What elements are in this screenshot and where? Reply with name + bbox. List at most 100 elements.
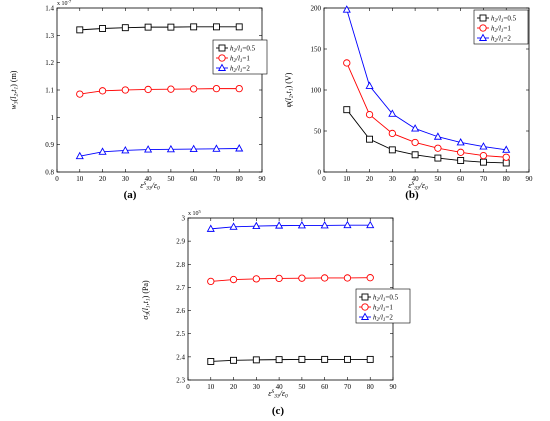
data-point-triangle: [275, 221, 284, 229]
data-point-square: [366, 355, 374, 363]
label-part: h: [230, 55, 234, 63]
y-tick-label: 2.8: [176, 261, 185, 269]
plot-frame: [56, 7, 263, 173]
label-part: 2: [234, 59, 237, 64]
label-part: h: [491, 25, 495, 33]
data-point-triangle: [252, 221, 261, 230]
label-part: /l: [496, 15, 501, 23]
y-tick-label: 1.2: [45, 59, 54, 67]
panel-label: (c): [272, 405, 285, 417]
data-point-square: [252, 356, 260, 364]
x-tick-label: 0: [322, 175, 326, 183]
x-tick-label: 10: [207, 383, 215, 391]
label-part: ,t: [9, 89, 18, 94]
data-point-triangle: [342, 5, 351, 13]
x-tick-label: 30: [253, 383, 261, 391]
label-part: =0.5: [385, 294, 398, 302]
data-point-triangle: [206, 224, 215, 232]
x-tick-label: 40: [276, 383, 284, 391]
x-tick-label: 40: [412, 175, 420, 183]
label-part: 1: [240, 69, 243, 74]
data-point-square: [411, 151, 419, 159]
label-part: 1: [240, 59, 243, 64]
data-point-triangle: [360, 312, 370, 320]
data-point-circle: [366, 274, 374, 282]
data-point-triangle: [366, 220, 375, 229]
data-point-circle: [365, 110, 374, 119]
data-point-circle: [361, 303, 369, 311]
data-point-circle: [121, 86, 129, 94]
series-line: [210, 277, 371, 282]
label-part: ε: [140, 181, 144, 190]
y-tick-label: 0.9: [45, 141, 54, 149]
data-point-square: [235, 23, 243, 31]
label-part: 33: [145, 186, 152, 192]
data-point-circle: [212, 84, 221, 93]
data-point-square: [343, 106, 351, 114]
data-point-square: [388, 146, 396, 154]
x-tick-label: 0: [186, 383, 190, 391]
data-point-square: [212, 23, 220, 31]
label-part: 1: [146, 298, 152, 301]
y-axis-label: w3(l2,t1) (m): [9, 70, 20, 109]
label-part: x 10: [57, 1, 68, 7]
data-point-triangle: [189, 144, 198, 152]
label-part: /l: [235, 55, 240, 63]
label-part: 2: [234, 49, 237, 54]
y-tick-label: 1.1: [45, 87, 54, 95]
x-tick-label: 60: [190, 175, 198, 183]
label-part: =0.5: [503, 15, 516, 23]
x-tick-label: 20: [366, 175, 374, 183]
y-tick-label: 2.6: [176, 307, 185, 315]
data-point-square: [76, 26, 84, 34]
chart-panel-2: 0 10 20 30 40 50 60 70 80 90050100150200h2/l1=0.5…: [284, 5, 533, 202]
label-part: 0: [425, 186, 428, 192]
label-part: /l: [378, 314, 383, 322]
label-part: ) (Pa): [141, 280, 150, 298]
series-line: [210, 224, 371, 230]
panel-label: (b): [405, 189, 419, 201]
label-part: 1: [383, 298, 386, 303]
label-part: (l: [284, 97, 293, 103]
data-point-square: [343, 355, 351, 363]
data-point-circle: [388, 129, 396, 138]
data-point-triangle: [433, 132, 442, 140]
x-tick-label: 20: [230, 383, 238, 391]
label-part: /l: [496, 35, 501, 43]
y-tick-label: 2.4: [176, 353, 185, 361]
data-point-circle: [190, 85, 198, 93]
data-point-circle: [457, 148, 465, 156]
series-line: [346, 62, 507, 158]
x-tick-label: 30: [122, 175, 130, 183]
label-part: 1: [14, 87, 20, 90]
x-tick-label: 90: [259, 175, 267, 183]
data-point-triangle: [343, 220, 352, 229]
data-point-triangle: [235, 144, 244, 152]
legend-entry: h2/l1=1: [373, 304, 393, 314]
data-point-square: [479, 158, 487, 166]
series-line: [346, 9, 507, 151]
data-point-triangle: [411, 124, 420, 132]
series-line: [346, 109, 507, 164]
data-point-triangle: [229, 222, 238, 230]
label-part: 5: [199, 209, 202, 214]
y-axis-multiplier: x 105: [188, 209, 202, 217]
label-part: /ε: [279, 389, 286, 398]
x-tick-label: 70: [344, 383, 352, 391]
label-part: =2: [242, 65, 250, 73]
label-part: w: [9, 103, 18, 109]
legend-entry: h2/l1=1: [491, 25, 511, 35]
series-3: [75, 144, 244, 160]
series-line: [210, 358, 371, 362]
label-part: =2: [503, 35, 511, 43]
y-tick-label: 2.7: [176, 284, 185, 292]
data-point-circle: [144, 85, 152, 94]
label-part: 3: [14, 101, 20, 105]
data-point-circle: [218, 54, 226, 62]
x-tick-label: 30: [389, 175, 397, 183]
label-part: /ε: [419, 181, 426, 190]
label-part: 1: [501, 29, 504, 34]
x-tick-label: 60: [457, 175, 465, 183]
label-part: 1: [501, 19, 504, 24]
label-part: 33: [413, 186, 420, 192]
